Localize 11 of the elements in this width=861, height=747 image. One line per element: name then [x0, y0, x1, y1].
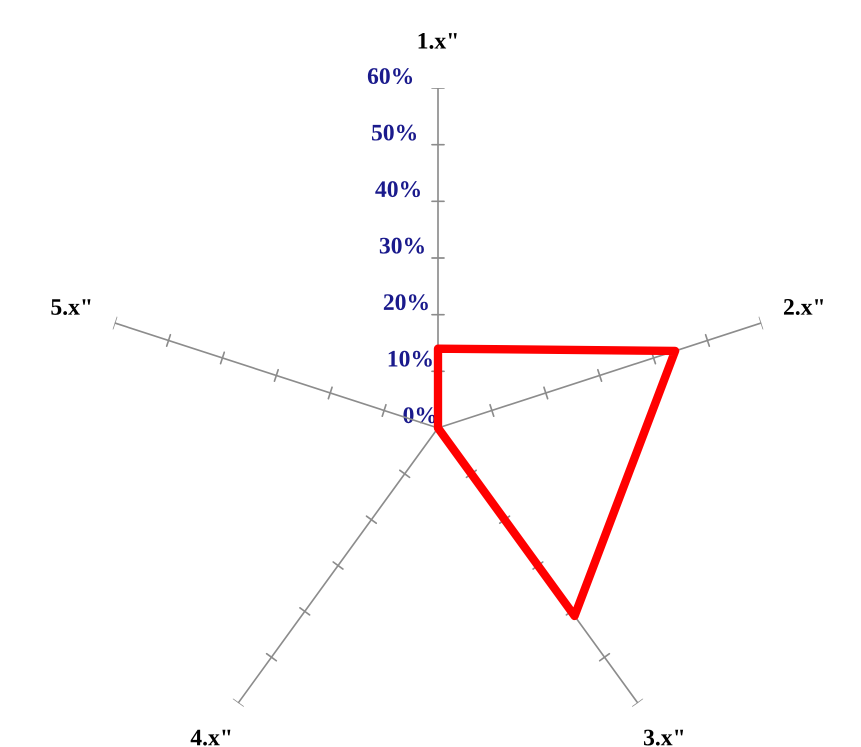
spoke-label: 2.x": [784, 299, 823, 315]
y-tick-label: 30%: [380, 238, 424, 254]
spoke-label: 1.x": [418, 32, 457, 49]
spoke-label: 3.x": [644, 730, 684, 746]
y-tick-label: 50%: [372, 124, 416, 141]
y-tick-label: 10%: [388, 350, 432, 367]
spoke-label: 5.x": [51, 299, 90, 315]
spoke-label: 4.x": [190, 730, 230, 746]
y-tick-label: 40%: [375, 181, 420, 198]
y-tick-label: 60%: [368, 68, 412, 84]
y-tick-label: 20%: [384, 294, 428, 310]
